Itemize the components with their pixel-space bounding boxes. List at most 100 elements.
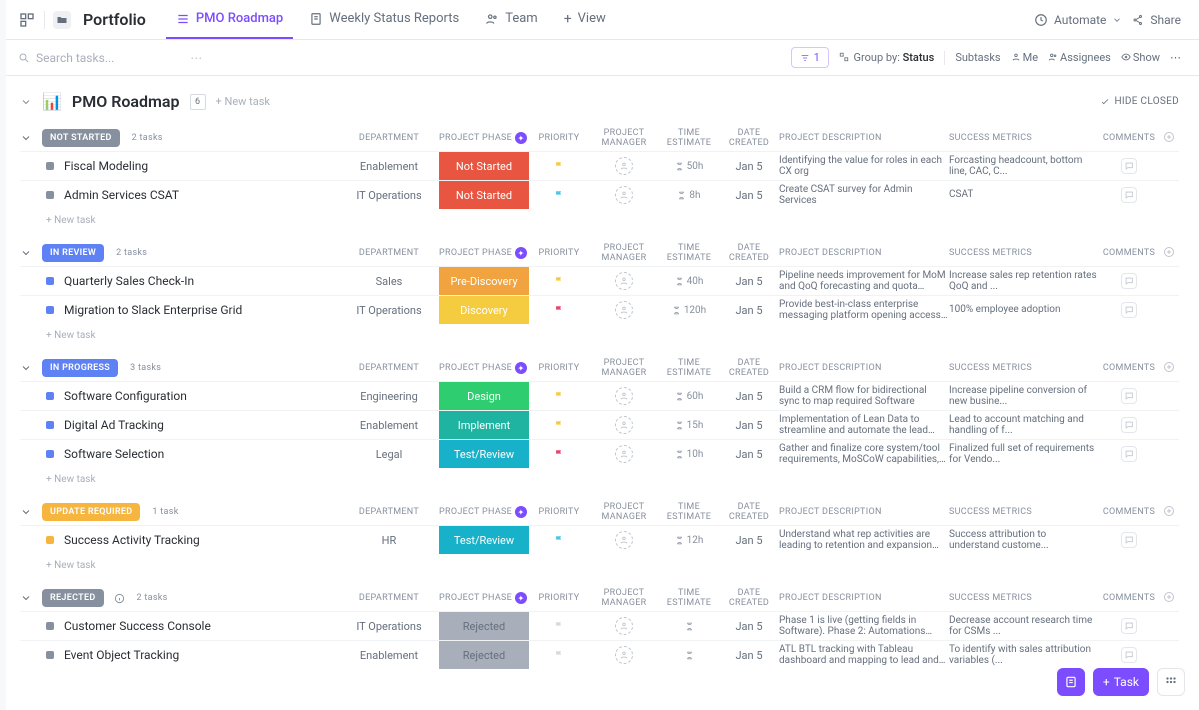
task-row[interactable]: Admin Services CSATIT OperationsNot Star…	[20, 180, 1179, 209]
cell-priority[interactable]	[529, 411, 589, 439]
cell-comments[interactable]	[1099, 526, 1159, 554]
cell-comments[interactable]	[1099, 641, 1159, 669]
cell-desc[interactable]: Provide best-in-class enterprise messagi…	[779, 296, 949, 324]
layers-icon[interactable]	[18, 11, 36, 29]
cell-metrics[interactable]: Increase sales rep retention rates QoQ a…	[949, 267, 1099, 295]
cell-desc[interactable]: Implementation of Lean Data to streamlin…	[779, 411, 949, 439]
task-name[interactable]: Fiscal Modeling	[64, 159, 148, 173]
task-row[interactable]: Migration to Slack Enterprise GridIT Ope…	[20, 295, 1179, 324]
col-header[interactable]: DEPARTMENT	[339, 363, 439, 373]
cell-comments[interactable]	[1099, 181, 1159, 209]
search-input[interactable]: Search tasks... ⋯	[18, 51, 779, 65]
col-header[interactable]: PRIORITY	[529, 593, 589, 603]
task-name[interactable]: Admin Services CSAT	[64, 188, 179, 202]
col-header[interactable]: COMMENTS	[1099, 363, 1159, 373]
cell-comments[interactable]	[1099, 152, 1159, 180]
col-header[interactable]: TIME ESTIMATE	[659, 128, 719, 148]
automate-button[interactable]: Automate	[1034, 13, 1122, 27]
cell-comments[interactable]	[1099, 267, 1159, 295]
cell-priority[interactable]	[529, 641, 589, 669]
task-name[interactable]: Software Configuration	[64, 389, 187, 403]
task-row[interactable]: Quarterly Sales Check-InSalesPre-Discove…	[20, 266, 1179, 295]
cell-dept[interactable]: Enablement	[339, 411, 439, 439]
cell-dept[interactable]: Sales	[339, 267, 439, 295]
col-header[interactable]: PROJECT DESCRIPTION	[779, 507, 949, 517]
cell-pm[interactable]	[589, 526, 659, 554]
cell-metrics[interactable]: Decrease account research time for CSMs …	[949, 612, 1099, 640]
col-header[interactable]: PROJECT MANAGER	[589, 588, 659, 608]
col-header[interactable]: TIME ESTIMATE	[659, 502, 719, 522]
chevron-down-icon[interactable]	[20, 506, 32, 518]
tab-view[interactable]: +View	[554, 0, 616, 39]
group-header[interactable]: REJECTED2 tasksDEPARTMENTPROJECT PHASE ✦…	[20, 585, 1179, 611]
col-header[interactable]: SUCCESS METRICS	[949, 133, 1099, 143]
cell-priority[interactable]	[529, 440, 589, 468]
new-task-row[interactable]: + New task	[20, 209, 1179, 226]
cell-date[interactable]: Jan 5	[719, 612, 779, 640]
cell-priority[interactable]	[529, 181, 589, 209]
cell-metrics[interactable]: Forcasting headcount, bottom line, CAC, …	[949, 152, 1099, 180]
cell-desc[interactable]: ATL BTL tracking with Tableau dashboard …	[779, 641, 949, 669]
cell-date[interactable]: Jan 5	[719, 382, 779, 410]
cell-pm[interactable]	[589, 411, 659, 439]
status-pill[interactable]: REJECTED	[42, 589, 104, 607]
new-task-row[interactable]: + New task	[20, 324, 1179, 341]
col-header[interactable]: DEPARTMENT	[339, 507, 439, 517]
cell-date[interactable]: Jan 5	[719, 526, 779, 554]
cell-pm[interactable]	[589, 296, 659, 324]
col-header[interactable]: PROJECT PHASE ✦	[439, 506, 529, 518]
group-header[interactable]: NOT STARTED2 tasksDEPARTMENTPROJECT PHAS…	[20, 125, 1179, 151]
apps-fab[interactable]	[1157, 668, 1185, 696]
col-header[interactable]: COMMENTS	[1099, 593, 1159, 603]
cell-pm[interactable]	[589, 641, 659, 669]
col-header[interactable]: TIME ESTIMATE	[659, 243, 719, 263]
col-header[interactable]: DATE CREATED	[719, 128, 779, 148]
subtasks-button[interactable]: Subtasks	[955, 51, 1000, 64]
cell-pm[interactable]	[589, 440, 659, 468]
status-pill[interactable]: NOT STARTED	[42, 129, 120, 147]
task-name[interactable]: Success Activity Tracking	[64, 533, 200, 547]
cell-phase[interactable]: Design	[439, 382, 529, 410]
cell-priority[interactable]	[529, 612, 589, 640]
cell-dept[interactable]: Enablement	[339, 641, 439, 669]
task-name[interactable]: Quarterly Sales Check-In	[64, 274, 194, 288]
page-title[interactable]: PMO Roadmap	[72, 92, 180, 111]
col-header[interactable]: PRIORITY	[529, 507, 589, 517]
col-header[interactable]: PRIORITY	[529, 363, 589, 373]
cell-comments[interactable]	[1099, 612, 1159, 640]
status-pill[interactable]: IN REVIEW	[42, 244, 104, 262]
cell-dept[interactable]: Engineering	[339, 382, 439, 410]
col-header[interactable]: PROJECT PHASE ✦	[439, 247, 529, 259]
share-button[interactable]: Share	[1132, 13, 1181, 27]
cell-desc[interactable]: Gather and finalize core system/tool req…	[779, 440, 949, 468]
me-button[interactable]: Me	[1011, 51, 1038, 64]
col-header[interactable]: TIME ESTIMATE	[659, 358, 719, 378]
cell-dept[interactable]: IT Operations	[339, 612, 439, 640]
cell-comments[interactable]	[1099, 440, 1159, 468]
task-row[interactable]: Success Activity TrackingHRTest/Review12…	[20, 525, 1179, 554]
cell-time[interactable]: 15h	[659, 411, 719, 439]
cell-metrics[interactable]: Success attribution to understand custom…	[949, 526, 1099, 554]
tab-pmo-roadmap[interactable]: PMO Roadmap	[166, 0, 293, 39]
col-header[interactable]: PROJECT MANAGER	[589, 243, 659, 263]
col-header[interactable]: PROJECT PHASE ✦	[439, 132, 529, 144]
add-column[interactable]	[1159, 131, 1179, 146]
cell-desc[interactable]: Identifying the value for roles in each …	[779, 152, 949, 180]
group-header[interactable]: IN PROGRESS3 tasksDEPARTMENTPROJECT PHAS…	[20, 355, 1179, 381]
task-row[interactable]: Customer Success ConsoleIT OperationsRej…	[20, 611, 1179, 640]
cell-comments[interactable]	[1099, 382, 1159, 410]
add-column[interactable]	[1159, 505, 1179, 520]
cell-metrics[interactable]: To identify with sales attribution varia…	[949, 641, 1099, 669]
col-header[interactable]: TIME ESTIMATE	[659, 588, 719, 608]
cell-metrics[interactable]: 100% employee adoption	[949, 296, 1099, 324]
add-column[interactable]	[1159, 591, 1179, 606]
task-name[interactable]: Digital Ad Tracking	[64, 418, 164, 432]
col-header[interactable]: DATE CREATED	[719, 502, 779, 522]
cell-date[interactable]: Jan 5	[719, 296, 779, 324]
task-name[interactable]: Event Object Tracking	[64, 648, 179, 662]
task-name[interactable]: Customer Success Console	[64, 619, 211, 633]
note-fab[interactable]	[1057, 668, 1085, 696]
cell-desc[interactable]: Create CSAT survey for Admin Services	[779, 181, 949, 209]
cell-date[interactable]: Jan 5	[719, 267, 779, 295]
task-name[interactable]: Software Selection	[64, 447, 164, 461]
